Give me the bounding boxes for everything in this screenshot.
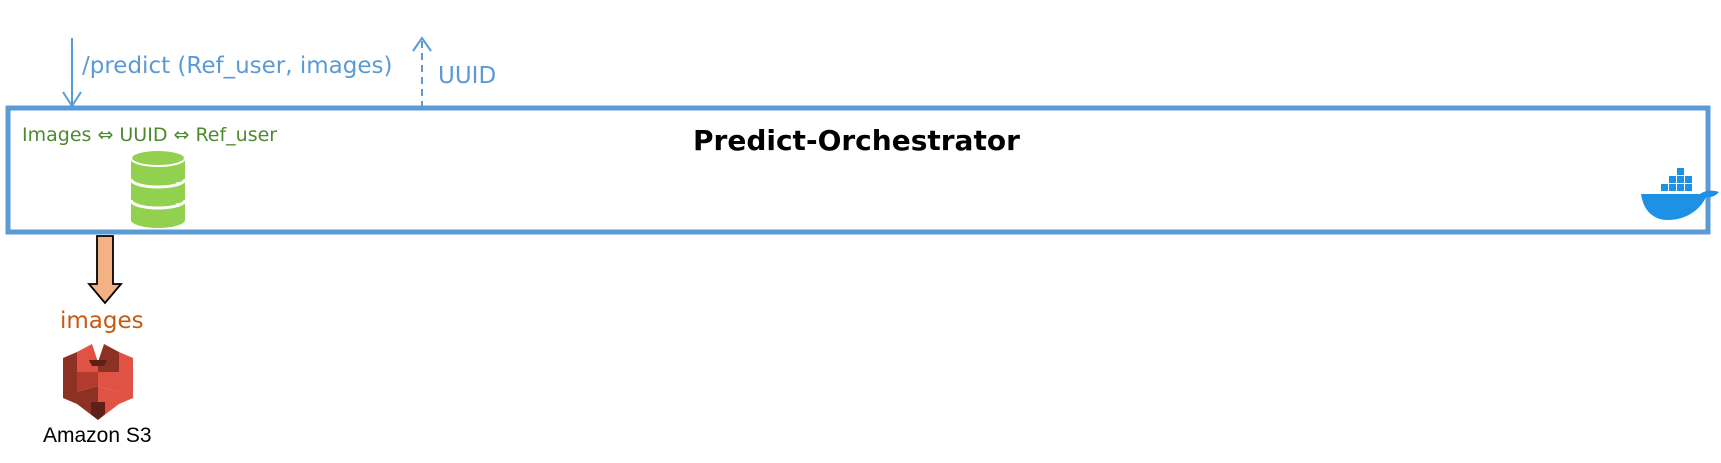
orchestrator-container <box>5 105 1711 235</box>
database-icon <box>129 149 187 228</box>
storage-label: images <box>60 308 144 334</box>
response-label: UUID <box>438 63 497 89</box>
docker-icon <box>1641 168 1719 220</box>
mapping-label: Images ⇔ UUID ⇔ Ref_user <box>22 124 278 146</box>
orchestrator-title: Predict-Orchestrator <box>693 124 1020 157</box>
request-arrow <box>62 38 82 108</box>
storage-arrow <box>87 235 123 305</box>
amazon-s3-icon <box>63 344 133 420</box>
response-arrow <box>412 36 432 108</box>
s3-label: Amazon S3 <box>43 424 152 447</box>
request-label: /predict (Ref_user, images) <box>82 53 393 79</box>
